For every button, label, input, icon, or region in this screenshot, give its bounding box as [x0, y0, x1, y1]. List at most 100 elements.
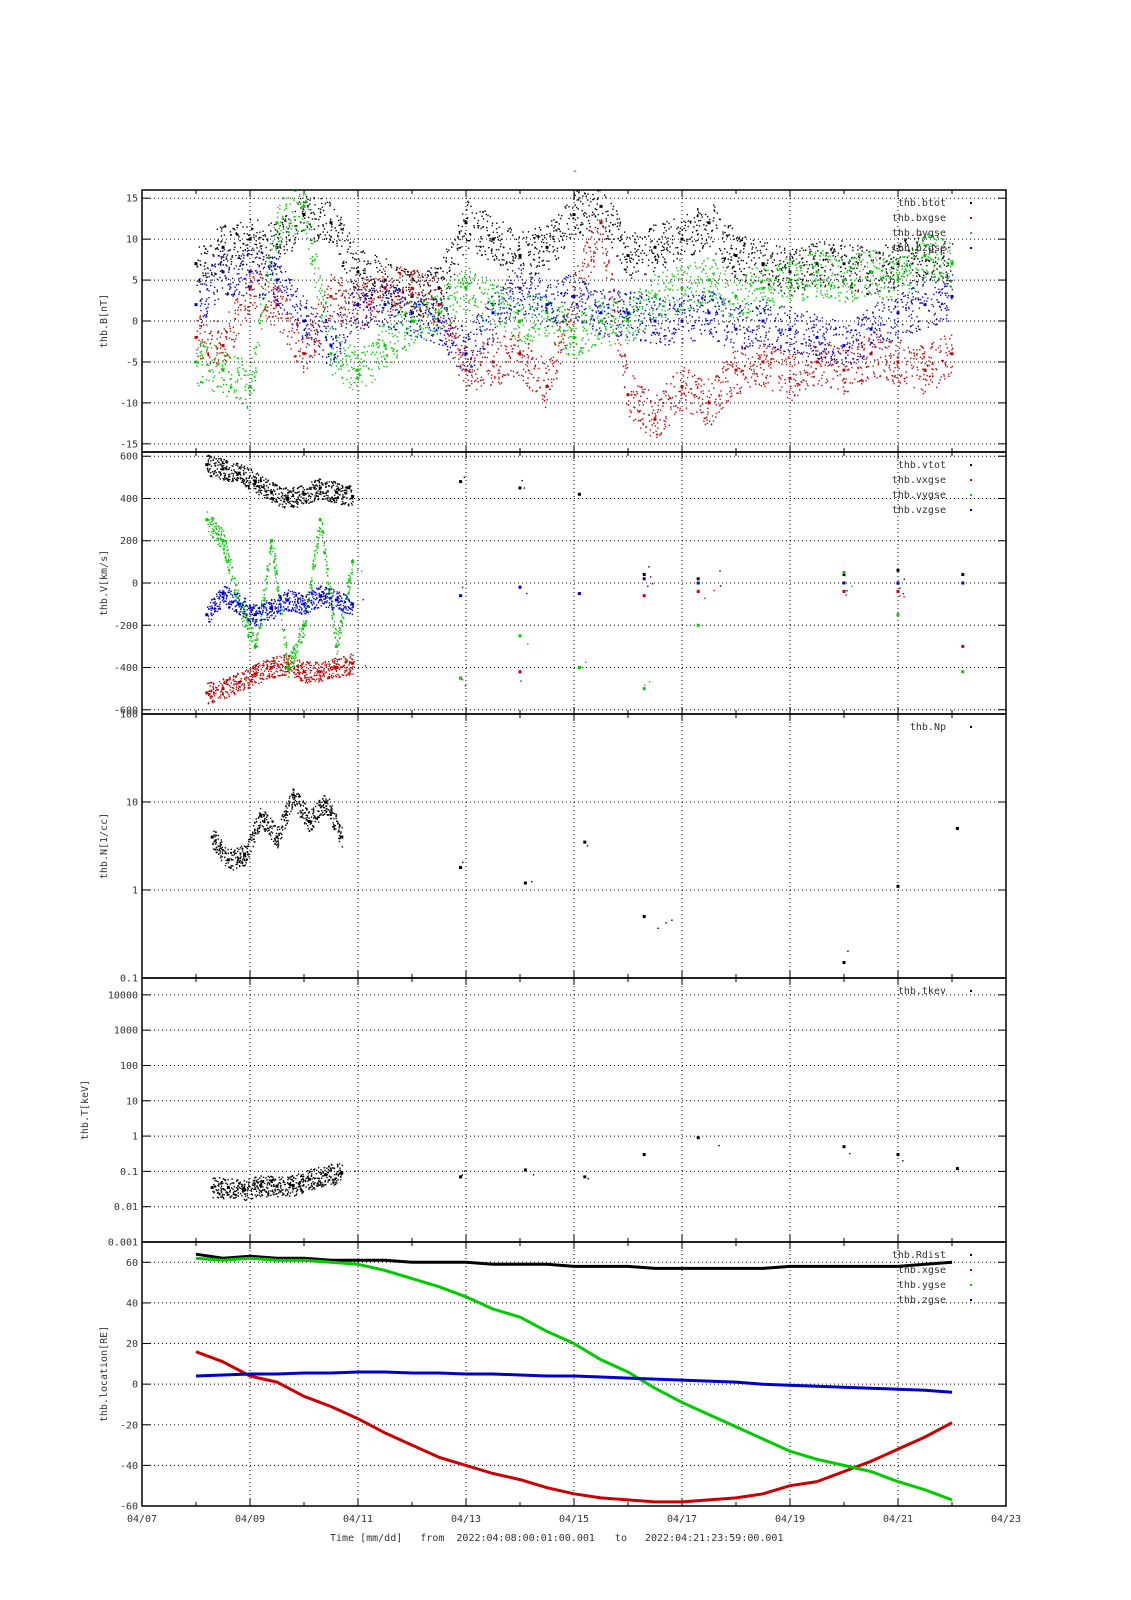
scatter-dot: [593, 250, 595, 253]
scatter-dot: [422, 289, 424, 291]
scatter-dot: [253, 347, 256, 350]
scatter-dot: [678, 390, 680, 393]
scatter-dot: [794, 356, 797, 359]
scatter-dot: [559, 230, 561, 233]
scatter-dot: [733, 387, 735, 389]
scatter-dot: [857, 345, 860, 348]
scatter-dot: [310, 228, 313, 231]
scatter-dot: [677, 226, 680, 228]
scatter-dot: [215, 362, 218, 365]
scatter-dot: [458, 231, 461, 234]
data-point: [842, 278, 846, 282]
scatter-dot: [781, 363, 783, 365]
scatter-dot: [851, 344, 854, 347]
scatter-dot: [641, 237, 644, 240]
scatter-dot: [209, 362, 211, 365]
scatter-dot: [363, 346, 366, 348]
scatter-dot: [271, 316, 274, 318]
scatter-dot: [793, 373, 795, 376]
scatter-dot: [319, 208, 322, 210]
scatter-dot: [430, 322, 433, 324]
scatter-dot: [759, 367, 762, 369]
scatter-dot: [261, 311, 264, 313]
scatter-dot: [391, 302, 393, 304]
scatter-dot: [691, 240, 694, 242]
scatter-dot: [362, 286, 365, 289]
scatter-dot: [820, 342, 823, 344]
data-point: [788, 278, 792, 282]
scatter-dot: [815, 346, 817, 348]
scatter-dot: [866, 356, 868, 359]
scatter-dot: [329, 238, 331, 240]
scatter-dot: [363, 252, 366, 254]
scatter-dot: [479, 379, 482, 382]
scatter-dot: [820, 377, 823, 380]
scatter-dot: [358, 360, 360, 363]
scatter-dot: [415, 281, 418, 284]
scatter-dot: [304, 201, 306, 204]
scatter-dot: [770, 362, 773, 364]
scatter-dot: [463, 380, 465, 382]
scatter-dot: [675, 247, 677, 249]
scatter-dot: [309, 203, 311, 206]
data-marks: [194, 190, 954, 438]
scatter-dot: [887, 263, 890, 266]
scatter-dot: [931, 271, 933, 273]
scatter-dot: [419, 280, 421, 282]
scatter-dot: [825, 361, 828, 364]
scatter-dot: [778, 283, 781, 286]
scatter-dot: [244, 305, 246, 308]
scatter-dot: [426, 282, 429, 284]
scatter-dot: [327, 293, 329, 296]
scatter-dot: [833, 248, 836, 250]
scatter-dot: [396, 284, 398, 287]
scatter-dot: [507, 252, 509, 254]
scatter-dot: [482, 318, 484, 320]
scatter-dot: [453, 296, 456, 298]
scatter-dot: [784, 378, 786, 381]
scatter-dot: [813, 384, 815, 387]
scatter-dot: [300, 361, 303, 363]
scatter-dot: [861, 344, 863, 347]
scatter-dot: [931, 372, 934, 375]
y-tick-label: 15: [126, 194, 138, 205]
scatter-dot: [270, 304, 272, 306]
scatter-dot: [324, 320, 326, 323]
scatter-dot: [820, 284, 822, 286]
scatter-dot: [808, 264, 811, 266]
scatter-dot: [599, 233, 602, 235]
scatter-dot: [464, 358, 467, 360]
scatter-dot: [253, 277, 255, 280]
scatter-dot: [526, 365, 529, 367]
scatter-dot: [865, 379, 867, 382]
scatter-dot: [791, 284, 793, 286]
scatter-dot: [462, 353, 464, 356]
scatter-dot: [490, 252, 493, 254]
scatter-dot: [904, 238, 906, 240]
scatter-dot: [237, 301, 239, 303]
scatter-dot: [276, 230, 279, 232]
scatter-dot: [608, 262, 610, 264]
scatter-dot: [534, 298, 536, 300]
scatter-dot: [499, 317, 502, 319]
scatter-dot: [836, 361, 839, 363]
scatter-dot: [622, 253, 624, 255]
scatter-dot: [592, 198, 594, 201]
scatter-dot: [402, 348, 404, 350]
scatter-dot: [347, 239, 349, 241]
scatter-dot: [548, 268, 550, 270]
scatter-dot: [836, 273, 839, 276]
scatter-dot: [812, 267, 814, 269]
scatter-dot: [916, 248, 918, 251]
scatter-dot: [516, 372, 518, 374]
scatter-dot: [411, 305, 414, 308]
scatter-dot: [844, 267, 847, 270]
scatter-dot: [443, 298, 445, 300]
scatter-dot: [847, 390, 849, 393]
scatter-dot: [730, 256, 732, 258]
scatter-dot: [209, 369, 211, 372]
scatter-dot: [897, 362, 900, 365]
scatter-dot: [206, 363, 208, 365]
scatter-dot: [271, 264, 273, 266]
